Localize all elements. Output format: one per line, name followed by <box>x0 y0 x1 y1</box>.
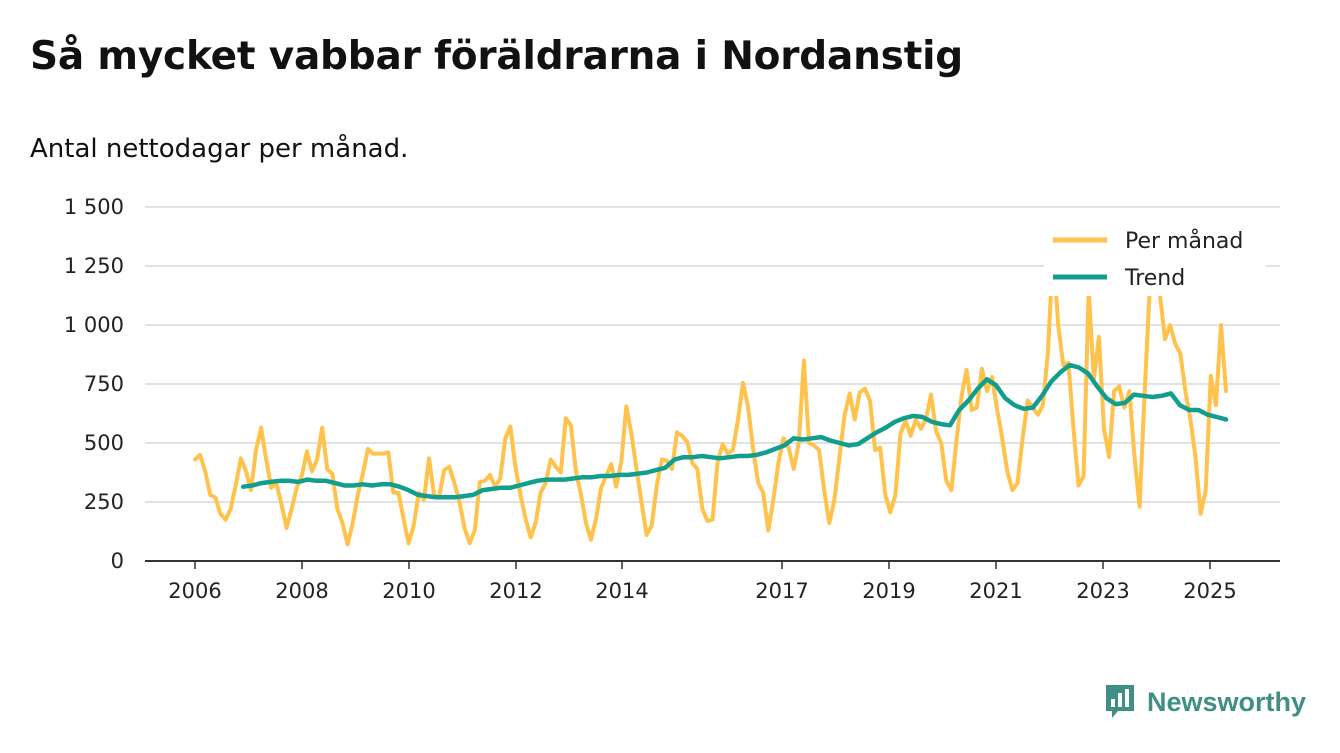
y-tick-label: 500 <box>84 431 124 455</box>
x-tick-label: 2010 <box>382 579 435 603</box>
brand-name: Newsworthy <box>1146 686 1306 717</box>
x-tick-label: 2023 <box>1076 579 1129 603</box>
legend-label: Trend <box>1124 266 1185 291</box>
x-tick-label: 2014 <box>595 579 648 603</box>
y-tick-label: 750 <box>84 372 124 396</box>
newsworthy-logo-icon <box>1105 685 1134 718</box>
y-tick-label: 1 500 <box>64 195 124 219</box>
x-tick-label: 2025 <box>1183 579 1236 603</box>
x-tick-label: 2019 <box>862 579 915 603</box>
y-tick-label: 1 000 <box>64 313 124 337</box>
x-tick-label: 2006 <box>168 579 221 603</box>
chart-title: Så mycket vabbar föräldrarna i Nordansti… <box>30 34 964 79</box>
brand-logo: Newsworthy <box>1103 683 1306 721</box>
y-tick-label: 1 250 <box>64 254 124 278</box>
x-tick-label: 2021 <box>969 579 1022 603</box>
x-tick-label: 2012 <box>489 579 542 603</box>
x-tick-label: 2017 <box>755 579 808 603</box>
legend-box <box>1044 222 1266 296</box>
y-tick-label: 250 <box>84 490 124 514</box>
chart-subtitle: Antal nettodagar per månad. <box>30 134 409 164</box>
legend-label: Per månad <box>1125 228 1243 254</box>
x-tick-label: 2008 <box>275 579 328 603</box>
y-tick-label: 0 <box>111 549 124 573</box>
series-line-trend <box>240 362 1229 500</box>
